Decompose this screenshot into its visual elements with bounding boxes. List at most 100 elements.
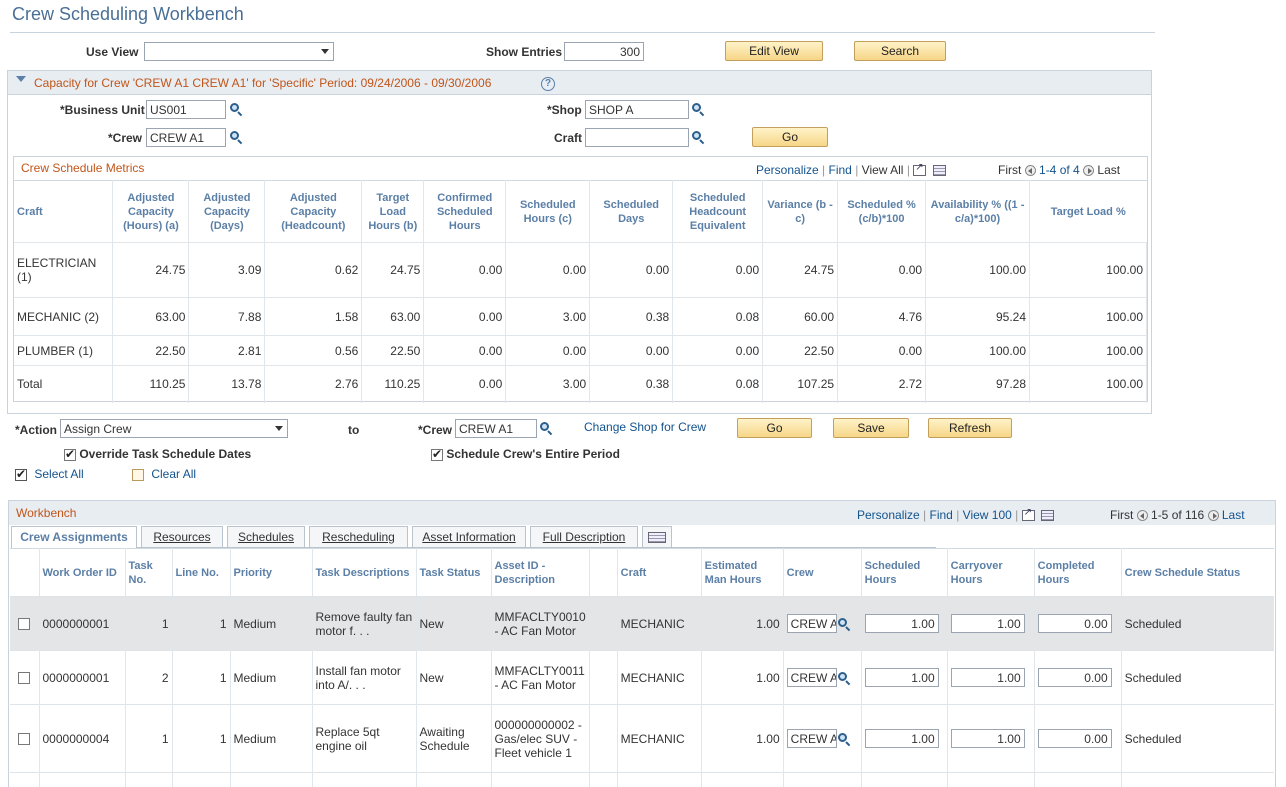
asset-link[interactable]: 000000000002 - Gas/elec SUV - Fleet vehi…	[491, 704, 590, 773]
wb-col-header[interactable]: Task Descriptions	[312, 548, 417, 597]
metrics-view-all-link[interactable]: View All	[861, 163, 904, 177]
carryover-hours-input[interactable]: 1.00	[950, 614, 1025, 633]
action-crew-lookup-icon[interactable]	[539, 421, 553, 436]
metrics-find-link[interactable]: Find	[828, 163, 852, 177]
wb-col-header[interactable]: Priority	[230, 548, 313, 597]
workbench-first[interactable]: First	[1110, 508, 1134, 522]
work-order-link[interactable]: 0000000001	[39, 650, 126, 705]
next-icon[interactable]	[1207, 510, 1219, 522]
scheduled-hours-input[interactable]: 1.00	[864, 729, 939, 748]
save-button[interactable]: Save	[833, 418, 909, 438]
tab-resources[interactable]: Resources	[141, 526, 223, 548]
tab-crew-assignments[interactable]: Crew Assignments	[11, 526, 137, 548]
prev-icon[interactable]	[1024, 165, 1036, 177]
help-icon[interactable]: ?	[541, 77, 555, 91]
metrics-col-header[interactable]: Craft	[14, 180, 114, 243]
row-select-checkbox[interactable]	[18, 618, 31, 631]
metrics-col-header[interactable]: Confirmed Scheduled Hours	[423, 180, 507, 243]
row-select-checkbox[interactable]	[18, 672, 31, 685]
workbench-view-100-link[interactable]: View 100	[962, 508, 1012, 522]
clear-all-icon[interactable]	[132, 468, 144, 481]
completed-hours-input[interactable]: 0.00	[1037, 668, 1112, 687]
crew-lookup-icon[interactable]	[229, 130, 243, 145]
scheduled-hours-input[interactable]: 1.00	[864, 668, 939, 687]
select-all-link[interactable]: Select All	[34, 467, 84, 481]
override-checkbox[interactable]	[64, 447, 76, 461]
action-select[interactable]: Assign Crew	[60, 419, 288, 438]
carryover-hours-input[interactable]: 1.00	[950, 729, 1025, 748]
wb-col-header[interactable]: Estimated Man Hours	[701, 548, 784, 597]
edit-view-button[interactable]: Edit View	[725, 41, 823, 61]
wb-col-header[interactable]: Crew	[783, 548, 862, 597]
row-select-checkbox[interactable]	[18, 733, 31, 746]
change-shop-link[interactable]: Change Shop for Crew	[584, 420, 707, 434]
schedule-entire-checkbox[interactable]	[431, 447, 443, 461]
workbench-find-link[interactable]: Find	[929, 508, 953, 522]
wb-col-header[interactable]: Task Status	[416, 548, 492, 597]
work-order-link[interactable]: 0000000001	[39, 596, 126, 651]
prev-icon[interactable]	[1136, 510, 1148, 522]
wb-col-header[interactable]: Completed Hours	[1034, 548, 1122, 597]
metrics-col-header[interactable]: Target Load %	[1050, 205, 1126, 218]
workbench-personalize-link[interactable]: Personalize	[857, 508, 920, 522]
metrics-col-header[interactable]: Scheduled Days	[589, 180, 674, 243]
workbench-last[interactable]: Last	[1221, 508, 1245, 522]
shop-input[interactable]: SHOP A	[585, 100, 689, 119]
metrics-last[interactable]: Last	[1097, 163, 1121, 177]
tab-asset-information[interactable]: Asset Information	[412, 526, 526, 548]
tab-rescheduling[interactable]: Rescheduling	[309, 526, 408, 548]
metrics-personalize-link[interactable]: Personalize	[756, 163, 819, 177]
select-all-icon[interactable]	[15, 467, 27, 481]
row-crew-input[interactable]: CREW A1	[786, 614, 837, 633]
carryover-hours-input[interactable]: 1.00	[950, 668, 1025, 687]
metrics-col-header[interactable]: Variance (b - c)	[762, 180, 839, 243]
completed-hours-input[interactable]: 0.00	[1037, 729, 1112, 748]
business-unit-lookup-icon[interactable]	[229, 102, 243, 117]
task-description-link[interactable]: Remove faulty fan motor f. . .	[312, 596, 417, 651]
collapse-icon[interactable]	[16, 76, 26, 82]
grid-download-icon[interactable]	[932, 165, 946, 177]
use-view-select[interactable]	[144, 42, 334, 61]
show-entries-input[interactable]: 300	[564, 42, 644, 61]
wb-col-header[interactable]: Scheduled Hours	[861, 548, 948, 597]
action-go-button[interactable]: Go	[737, 418, 812, 438]
metrics-col-header[interactable]: Adjusted Capacity (Hours) (a)	[112, 180, 190, 243]
craft-input[interactable]	[585, 128, 689, 147]
clear-all-link[interactable]: Clear All	[151, 467, 197, 481]
metrics-col-header[interactable]: Scheduled Hours (c)	[505, 180, 591, 243]
work-order-link[interactable]: 0000000004	[39, 704, 126, 773]
scheduled-hours-input[interactable]: 1.00	[864, 614, 939, 633]
metrics-col-header[interactable]: Adjusted Capacity (Headcount)	[264, 180, 363, 243]
metrics-col-header[interactable]: Target Load Hours (b)	[361, 180, 425, 243]
next-icon[interactable]	[1083, 165, 1095, 177]
asset-link[interactable]: MMFACLTY0010 - AC Fan Motor	[491, 596, 590, 651]
metrics-col-header[interactable]: Adjusted Capacity (Days)	[188, 180, 266, 243]
refresh-button[interactable]: Refresh	[928, 418, 1012, 438]
task-description-link[interactable]: Replace 5qt engine oil	[312, 704, 417, 773]
task-description-link[interactable]: Install fan motor into A/. . .	[312, 650, 417, 705]
row-crew-input[interactable]: CREW A1	[786, 729, 837, 748]
row-crew-lookup-icon[interactable]	[837, 671, 851, 685]
crew-input[interactable]: CREW A1	[146, 128, 226, 147]
expand-icon[interactable]	[1021, 507, 1035, 522]
action-crew-input[interactable]: CREW A1	[455, 419, 537, 438]
wb-col-header[interactable]: Line No.	[172, 548, 231, 597]
wb-col-header[interactable]: Work Order ID	[39, 548, 126, 597]
wb-col-header[interactable]: Asset ID - Description	[491, 548, 590, 597]
search-button[interactable]: Search	[854, 41, 946, 61]
row-crew-input[interactable]: CREW A1	[786, 668, 837, 687]
business-unit-input[interactable]: US001	[146, 100, 226, 119]
expand-icon[interactable]	[913, 162, 927, 177]
wb-col-header[interactable]: Task No.	[125, 548, 173, 597]
show-all-columns-icon[interactable]	[642, 526, 672, 548]
wb-col-header[interactable]: Craft	[617, 548, 702, 597]
metrics-col-header[interactable]: Scheduled Headcount Equivalent	[672, 180, 764, 243]
row-crew-lookup-icon[interactable]	[837, 732, 851, 746]
metrics-col-header[interactable]: Scheduled % (c/b)*100	[837, 180, 927, 243]
shop-lookup-icon[interactable]	[691, 102, 705, 117]
grid-download-icon[interactable]	[1041, 510, 1055, 522]
craft-lookup-icon[interactable]	[691, 130, 705, 145]
metrics-first[interactable]: First	[998, 163, 1022, 177]
wb-col-header[interactable]: Carryover Hours	[947, 548, 1035, 597]
row-crew-lookup-icon[interactable]	[837, 617, 851, 631]
